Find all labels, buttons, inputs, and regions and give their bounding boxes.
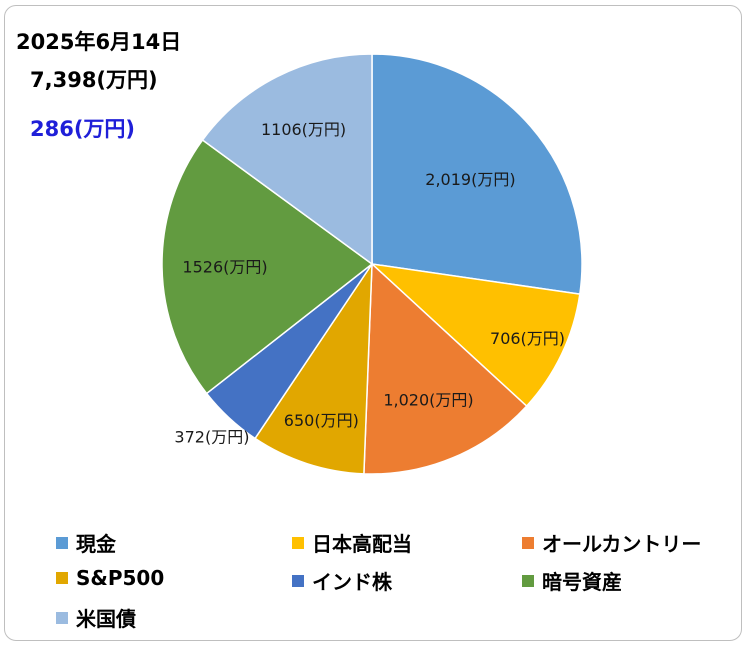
slice-data-label: 1,020(万円)	[383, 391, 473, 410]
pie-slice-6	[161, 138, 374, 395]
total-amount: 7,398(万円)	[30, 68, 158, 92]
slice-data-label: 1106(万円)	[261, 120, 346, 139]
slice-data-label: 1526(万円)	[182, 257, 267, 276]
slice-data-label: 650(万円)	[284, 411, 359, 430]
slice-data-label: 706(万円)	[490, 329, 565, 348]
pie-slice-4	[254, 261, 373, 475]
difference-amount: 286(万円)	[30, 117, 136, 141]
slice-data-label: 372(万円)	[174, 427, 249, 446]
report-date: 2025年6月14日	[16, 30, 182, 54]
pie-slice-3	[363, 262, 528, 475]
pie-slice-2	[369, 262, 581, 408]
pie-slice-1	[371, 53, 583, 295]
slice-data-label: 2,019(万円)	[425, 170, 515, 189]
pie-slice-7	[201, 53, 373, 266]
